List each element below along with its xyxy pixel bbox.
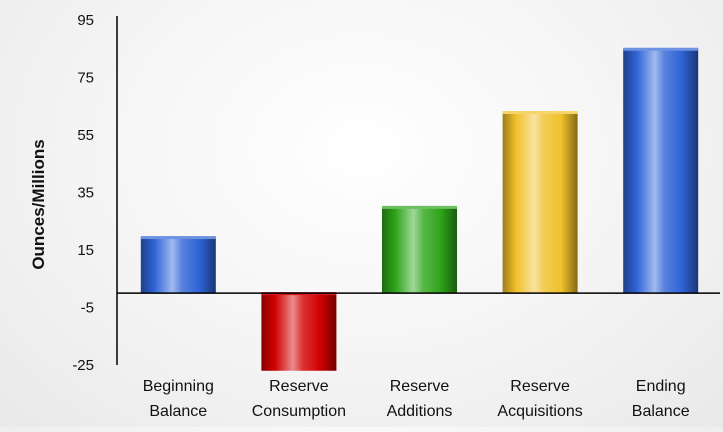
bar [382,206,457,294]
x-tick-label: Reserve [510,378,570,395]
bar-cap [140,236,216,240]
y-axis-label: Ounces/Millions [29,139,48,269]
y-tick-label: 55 [77,127,94,144]
bar [140,237,216,294]
y-tick-label: 95 [77,12,94,29]
bar [502,112,578,294]
x-tick-label: Ending [636,378,686,395]
y-tick-label: 15 [77,242,94,259]
y-tick-label: 35 [77,185,94,202]
bar-cap [502,111,578,114]
bar [261,293,337,371]
x-tick-label: Balance [149,403,207,420]
x-tick-label: Reserve [269,378,329,395]
x-tick-label: Additions [387,403,453,420]
x-tick-label: Acquisitions [497,403,582,420]
y-tick-label: -5 [81,300,94,317]
x-tick-label: Beginning [143,378,214,395]
x-tick-label: Consumption [252,403,346,420]
y-tick-label: 75 [77,70,94,87]
x-tick-label: Balance [632,403,690,420]
bar-cap [623,47,699,51]
x-tick-label: Reserve [390,378,450,395]
y-tick-label: -25 [72,357,94,374]
bar [623,48,699,294]
bar-cap [382,205,457,209]
